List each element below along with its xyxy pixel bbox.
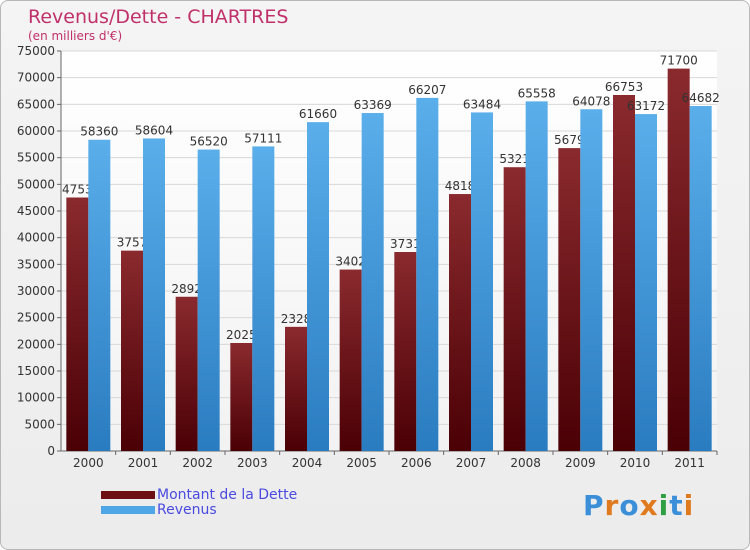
data-label-revenus: 58360	[80, 125, 118, 139]
bar-debt	[285, 326, 307, 451]
data-label-debt: 66753	[605, 80, 643, 94]
bar-revenus	[143, 138, 165, 452]
x-tick-label: 2010	[620, 456, 651, 470]
bar-debt	[503, 167, 526, 452]
logo-letter: x	[639, 489, 659, 522]
y-tick-label: 75000	[17, 44, 55, 58]
logo-letter: i	[683, 489, 695, 522]
bar-debt	[667, 68, 690, 451]
data-label-revenus: 57111	[244, 131, 282, 145]
bar-revenus	[635, 114, 657, 451]
y-tick-label: 35000	[17, 257, 55, 271]
bar-revenus	[197, 149, 220, 451]
data-label-debt: 71700	[660, 54, 698, 68]
data-label-debt: 5679	[554, 133, 585, 147]
data-label-debt: 5321	[499, 152, 530, 166]
x-tick-label: 2007	[456, 456, 487, 470]
data-label-debt: 4818	[445, 179, 476, 193]
bar-debt	[558, 148, 581, 451]
bar-debt	[613, 94, 635, 451]
chart-subtitle: (en milliers d'€)	[28, 29, 123, 43]
legend: Montant de la Dette Revenus	[101, 486, 298, 518]
plot-background	[61, 51, 717, 451]
bar-revenus	[88, 139, 111, 451]
bar-debt	[175, 296, 198, 451]
data-label-revenus: 66207	[408, 83, 446, 97]
bar-revenus	[471, 112, 493, 451]
data-label-revenus: 63172	[627, 99, 665, 113]
proxiti-logo: Proxiti	[583, 489, 694, 522]
x-tick-label: 2003	[237, 456, 268, 470]
data-label-revenus: 64078	[572, 94, 610, 108]
y-tick-label: 0	[47, 444, 55, 458]
x-tick-label: 2011	[674, 456, 705, 470]
x-tick-label: 2008	[510, 456, 541, 470]
data-label-debt: 3731	[390, 237, 421, 251]
y-tick-label: 55000	[17, 151, 55, 165]
bar-revenus	[580, 109, 603, 451]
data-label-revenus: 65558	[518, 86, 556, 100]
data-label-revenus: 63369	[354, 98, 392, 112]
legend-item-revenus: Revenus	[101, 501, 297, 518]
data-label-revenus: 64682	[682, 91, 720, 105]
legend-swatch-debt	[101, 490, 155, 499]
bar-revenus	[307, 122, 329, 451]
y-tick-label: 25000	[17, 311, 55, 325]
data-label-debt: 3757	[117, 236, 148, 250]
y-tick-label: 65000	[17, 97, 55, 111]
x-tick-label: 2001	[128, 456, 159, 470]
y-tick-label: 20000	[17, 337, 55, 351]
bar-revenus	[361, 113, 384, 452]
bar-debt	[121, 250, 143, 451]
x-tick-label: 2004	[292, 456, 323, 470]
bar-debt	[230, 343, 253, 451]
logo-letter: i	[658, 489, 670, 522]
y-tick-label: 45000	[17, 204, 55, 218]
chart-title: Revenus/Dette - CHARTRES	[28, 6, 289, 28]
data-label-revenus: 56520	[190, 135, 228, 149]
y-tick-label: 50000	[17, 177, 55, 191]
bar-revenus	[416, 97, 439, 452]
y-tick-label: 5000	[24, 417, 55, 431]
x-tick-label: 2000	[73, 456, 104, 470]
bar-revenus	[525, 101, 548, 451]
bar-debt	[394, 252, 417, 451]
x-tick-label: 2005	[346, 456, 377, 470]
x-tick-label: 2006	[401, 456, 432, 470]
data-label-debt: 2025	[226, 328, 257, 342]
y-tick-label: 10000	[17, 391, 55, 405]
data-label-debt: 4753	[62, 183, 93, 197]
logo-letter: r	[604, 489, 620, 522]
y-tick-label: 30000	[17, 284, 55, 298]
data-label-revenus: 61660	[299, 107, 337, 121]
legend-swatch-revenus	[101, 505, 155, 514]
plot-area: 0 5000 10000 15000 20000 25000 30000 35000 40000…	[17, 44, 720, 470]
logo-letter: P	[583, 489, 605, 522]
data-label-debt: 3402	[335, 255, 366, 269]
y-tick-label: 70000	[17, 71, 55, 85]
legend-label-debt: Montant de la Dette	[157, 486, 298, 503]
bar-revenus	[689, 106, 712, 452]
x-tick-label: 2009	[565, 456, 596, 470]
x-tick-label: 2002	[182, 456, 213, 470]
y-tick-label: 60000	[17, 124, 55, 138]
data-label-debt: 2892	[171, 282, 202, 296]
bar-revenus	[252, 146, 275, 451]
bar-debt	[339, 269, 362, 451]
y-tick-label: 40000	[17, 231, 55, 245]
legend-label-revenus: Revenus	[157, 501, 217, 518]
logo-letter: t	[669, 489, 684, 522]
bar-debt	[449, 194, 471, 452]
bar-debt	[66, 197, 89, 451]
data-label-revenus: 58604	[135, 123, 173, 137]
y-tick-label: 15000	[17, 364, 55, 378]
legend-item-debt: Montant de la Dette	[101, 486, 298, 503]
data-label-debt: 2328	[281, 312, 312, 326]
data-label-revenus: 63484	[463, 97, 501, 111]
logo-letter: o	[619, 489, 640, 522]
